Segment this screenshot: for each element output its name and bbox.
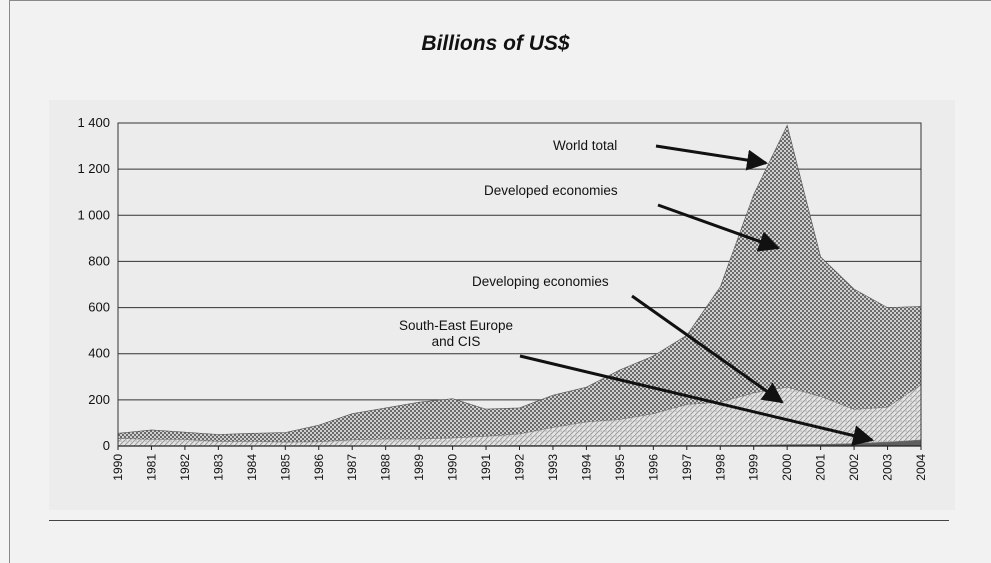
x-tick-label: 1999 bbox=[747, 454, 761, 481]
annotation-arrow bbox=[519, 354, 875, 446]
annotation-label: South-East Europe bbox=[399, 318, 513, 333]
x-tick-label: 2001 bbox=[814, 454, 828, 481]
x-tick-label: 1993 bbox=[546, 454, 560, 481]
x-tick-label: 1992 bbox=[513, 454, 527, 481]
x-tick-label: 1991 bbox=[479, 454, 493, 481]
x-tick-label: 1982 bbox=[178, 454, 192, 481]
tick-labels: 0 200 400 600 800 1 000 1 200 1 400 1990 1981 1982… bbox=[77, 115, 928, 481]
y-tick-label: 800 bbox=[88, 253, 110, 268]
annotation-arrow bbox=[655, 144, 769, 171]
x-tick-label: 2004 bbox=[914, 454, 928, 481]
x-tick-label: 2002 bbox=[847, 454, 861, 481]
y-tick-label: 1 200 bbox=[77, 161, 110, 176]
x-tick-label: 1994 bbox=[579, 454, 593, 481]
annotation-label: and CIS bbox=[432, 334, 481, 349]
x-tick-label: 1990 bbox=[111, 454, 125, 481]
x-tick-label: 2000 bbox=[780, 454, 794, 481]
x-tick-label: 1984 bbox=[245, 454, 259, 481]
series-area-developing-economies bbox=[117, 384, 922, 447]
x-tick-label: 1995 bbox=[613, 454, 627, 481]
x-tick-label: 1986 bbox=[312, 454, 326, 481]
annotations: World total Developed economies Developing… bbox=[399, 138, 875, 446]
x-tick-label: 1983 bbox=[211, 454, 225, 481]
annotation-arrow bbox=[657, 203, 780, 252]
y-tick-label: 0 bbox=[103, 438, 110, 453]
x-tick-label: 1997 bbox=[680, 454, 694, 481]
bottom-rule bbox=[49, 520, 949, 521]
annotation-label: Developed economies bbox=[484, 183, 618, 198]
annotation-label: World total bbox=[553, 138, 617, 153]
x-tick-label: 2003 bbox=[881, 454, 895, 481]
x-tick-label: 1989 bbox=[412, 454, 426, 481]
y-tick-label: 1 400 bbox=[77, 115, 110, 130]
y-tick-label: 400 bbox=[88, 346, 110, 361]
x-tick-label: 1987 bbox=[345, 454, 359, 481]
x-tick-label: 1985 bbox=[278, 454, 292, 481]
x-tick-label: 1981 bbox=[144, 454, 158, 481]
x-tick-label: 1998 bbox=[713, 454, 727, 481]
chart-title: Billions of US$ bbox=[421, 32, 570, 55]
y-tick-label: 600 bbox=[88, 300, 110, 315]
x-tick-label: 1996 bbox=[646, 454, 660, 481]
annotation-arrow bbox=[631, 294, 784, 404]
y-tick-label: 200 bbox=[88, 392, 110, 407]
annotation-label: Developing economies bbox=[472, 274, 609, 289]
x-tick-label: 1990 bbox=[446, 454, 460, 481]
series-area-world-total bbox=[117, 124, 922, 447]
x-tick-label: 1988 bbox=[379, 454, 393, 481]
y-tick-label: 1 000 bbox=[77, 207, 110, 222]
axes bbox=[117, 122, 922, 450]
